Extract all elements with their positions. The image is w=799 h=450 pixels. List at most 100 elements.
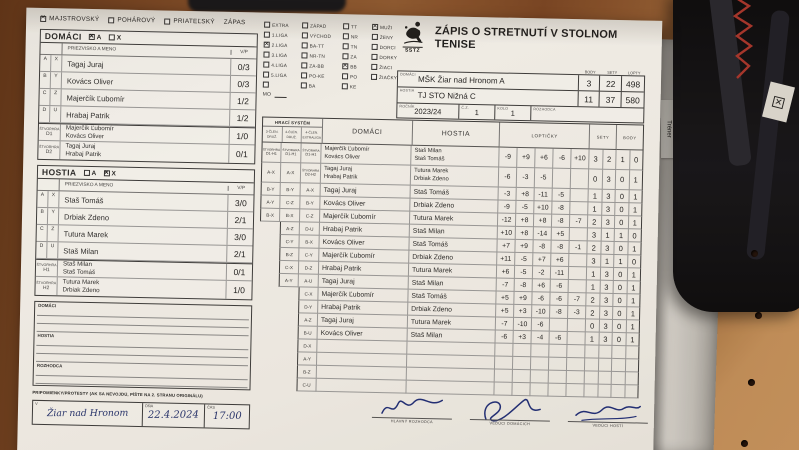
- grid-ball-cell: [569, 228, 588, 242]
- grid-point-cell: 0: [628, 229, 642, 243]
- summary-round-value: 1: [510, 108, 515, 118]
- grid-sys-void: [258, 300, 278, 313]
- grid-system-col-header: 4-ČLEN. EXTRALIGA: [302, 130, 322, 140]
- grid-ball-cell: -6: [550, 279, 569, 294]
- league-option: KE: [341, 81, 366, 92]
- grid-ball-cell: -5: [534, 168, 554, 189]
- team-balls: 580: [625, 94, 640, 105]
- grid-sys-code: B-X: [299, 235, 320, 249]
- summary-round: KOLO 1: [495, 105, 532, 121]
- grid-set-cell: 3: [601, 215, 616, 229]
- roster-code-left: D: [39, 105, 51, 123]
- roster-code-right: U: [47, 242, 59, 259]
- grid-sys-code: B-X: [259, 208, 281, 222]
- away-roster-panel: HOSTIA A ✕ X PRIEZVISKO A MENO V/P A X Staš Tomá…: [34, 164, 256, 301]
- league-checkbox: [371, 53, 378, 60]
- grid-sys-code: A-Z: [297, 313, 319, 327]
- roster-code-left: B: [39, 71, 52, 89]
- grid-set-cell: 3: [589, 149, 604, 170]
- doubles-label: ŠTVORHRA H1: [35, 259, 59, 277]
- grid-ball-cell: [567, 331, 586, 346]
- roster-ax-checkbox: ✕: [103, 170, 110, 177]
- grid-sys-code: A-Y: [260, 195, 281, 209]
- grid-sys-void: [257, 351, 277, 364]
- check-mark: ✕: [88, 33, 95, 40]
- league-label: ZA-BB: [309, 63, 325, 69]
- grid-sys-void: [256, 377, 276, 390]
- grid-set-cell: 3: [599, 306, 614, 320]
- place-cell: V Žiar nad Hronom: [32, 400, 144, 427]
- grid-set-cell: 0: [588, 169, 603, 190]
- league-option: 3.LIGA: [263, 50, 296, 61]
- roster-code-right: U: [50, 106, 62, 123]
- doubles-code: D1: [46, 131, 53, 138]
- grid-sys-void: [258, 326, 278, 339]
- league-label: TN: [350, 43, 358, 50]
- date-cell: DŇA 22.4.2024: [142, 403, 206, 428]
- grid-sys-code: ŠTVORHRA D1-H1: [301, 143, 322, 164]
- match-type-label: POHÁROVÝ: [117, 16, 156, 25]
- grid-sys-code: B-Z: [279, 247, 300, 262]
- grid-ball-cell: [494, 356, 514, 370]
- player-vp: 0/3: [229, 75, 257, 93]
- grid-ball-cell: -6: [550, 292, 569, 306]
- grid-ball-cell: +3: [514, 304, 533, 319]
- roster-header-vp: V/P: [230, 49, 257, 56]
- roster-ax-label: A: [91, 169, 97, 177]
- league-checkbox: [302, 22, 309, 29]
- grid-ball-cell: -8: [551, 214, 571, 229]
- grid-set-cell: 1: [588, 189, 603, 203]
- grid-ball-cell: -12: [497, 213, 517, 227]
- grid-ball-cell: -7: [569, 215, 589, 229]
- grid-point-cell: 1: [628, 203, 643, 217]
- league-checkbox: [341, 73, 349, 80]
- grid-home-header: DOMÁCI: [322, 118, 413, 146]
- grid-sys-code: A-Z: [279, 221, 300, 236]
- league-mo-label: MO: [262, 91, 272, 98]
- grid-set-cell: 1: [585, 332, 600, 346]
- grid-sys-code: B-U: [297, 326, 318, 340]
- league-checkbox: [264, 21, 271, 28]
- league-checkbox-grid: EXTRA 1.LIGA ✕ 2.LIGA 3.LIGA 4.LIGA 5.LIGA MO ZÁ…: [263, 20, 407, 103]
- grid-ball-cell: -10: [513, 317, 533, 332]
- grid-set-cell: 1: [588, 202, 602, 216]
- team-points: 3: [578, 75, 601, 91]
- grid-sys-void: [259, 274, 279, 287]
- grid-point-cell: 1: [627, 268, 642, 282]
- grid-sys-code: C-X: [278, 260, 300, 275]
- league-label: ZÁPAD: [310, 23, 327, 29]
- match-report-sheet: ✕ MAJSTROVSKÝ POHÁROVÝ PRIATEĽSKÝ ZÁPAS DOMÁ…: [17, 7, 663, 450]
- league-checkbox: [341, 83, 348, 90]
- league-column: EXTRA 1.LIGA ✕ 2.LIGA 3.LIGA 4.LIGA 5.LIGA MO: [263, 20, 298, 101]
- grid-point-cell: [611, 384, 626, 399]
- grid-ball-cell: [570, 169, 590, 190]
- match-type-suffix: ZÁPAS: [223, 18, 246, 27]
- grid-ball-cell: -6: [531, 318, 551, 332]
- roster-code-right: Z: [47, 225, 59, 242]
- grid-balls-header: LOPTIČKY: [500, 122, 591, 150]
- summary-referee-label: ROZHODCA: [533, 106, 556, 112]
- grid-ball-cell: -9: [499, 147, 518, 168]
- grid-ball-cell: [530, 370, 549, 384]
- doubles-label: ŠTVORHRA D2: [38, 140, 61, 160]
- league-checkbox: [342, 33, 349, 40]
- roster-ax-label: A: [96, 33, 102, 41]
- grid-set-cell: 1: [586, 267, 601, 281]
- league-checkbox: [300, 82, 307, 89]
- check-mark: ✕: [264, 41, 270, 48]
- grid-point-cell: 0: [613, 293, 628, 308]
- grid-sys-void: [278, 287, 298, 300]
- league-label: 2.LIGA: [271, 42, 288, 48]
- league-option: PO: [341, 71, 366, 82]
- grid-ball-cell: +5: [551, 227, 570, 242]
- grid-sys-code: A-X: [260, 162, 282, 183]
- league-option: ✕ 2.LIGA: [263, 40, 297, 51]
- grid-home-cell: Tagaj Juraj Hrabaj Patrik: [320, 163, 412, 186]
- grid-ball-cell: [566, 370, 585, 385]
- league-label: KE: [349, 83, 357, 90]
- summary-side-label: HOSTIA: [399, 87, 415, 93]
- league-label: PO: [350, 73, 358, 80]
- grid-point-cell: 0: [627, 255, 642, 269]
- roster-ax-option: X: [108, 34, 122, 41]
